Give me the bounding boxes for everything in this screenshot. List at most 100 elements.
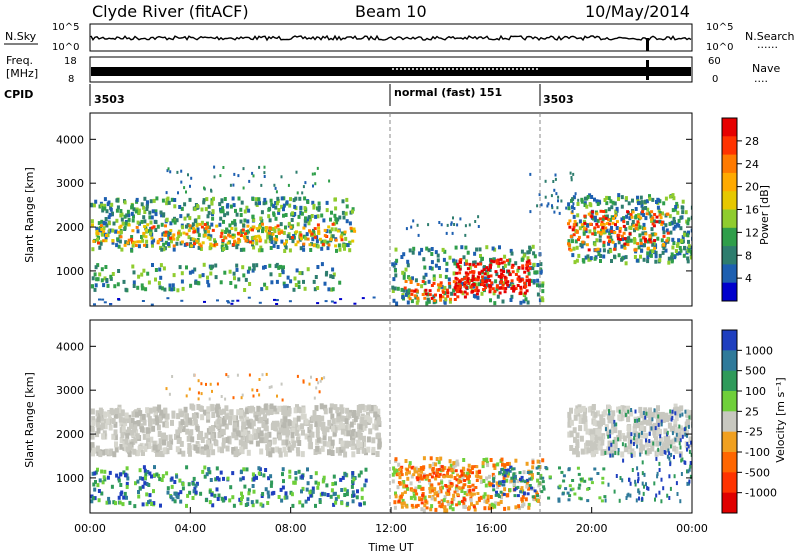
echo-cell <box>291 503 295 508</box>
echo-cell <box>636 437 641 444</box>
colorbar-swatch <box>722 330 737 351</box>
echo-cell <box>345 489 349 494</box>
echo-cell <box>636 418 639 423</box>
echo-cell <box>412 488 416 492</box>
echo-cell <box>161 474 165 479</box>
echo-cell <box>578 483 582 487</box>
echo-cell <box>470 492 474 497</box>
echo-cell <box>185 232 189 236</box>
echo-cell <box>535 490 539 495</box>
echo-cell <box>678 441 681 446</box>
echo-cell <box>652 422 657 429</box>
echo-cell <box>622 216 626 221</box>
freq-label-line2: [MHz] <box>6 67 38 80</box>
echo-cell <box>193 240 197 245</box>
echo-cell <box>111 228 115 233</box>
echo-cell <box>465 262 469 266</box>
echo-cell <box>270 480 274 485</box>
echo-cell <box>581 405 586 412</box>
power-colorbar-label: Power [dB] <box>758 185 771 245</box>
echo-cell <box>290 218 294 222</box>
echo-cell <box>107 215 111 220</box>
cpid-segment-3: 3503 <box>543 93 574 106</box>
echo-cell <box>590 195 594 199</box>
echo-cell <box>578 418 583 424</box>
echo-cell <box>527 271 531 276</box>
echo-cell <box>232 203 236 208</box>
echo-cell <box>173 218 177 223</box>
echo-cell <box>150 215 154 220</box>
echo-cell <box>471 277 475 281</box>
echo-cell <box>169 236 173 240</box>
echo-cell <box>349 226 353 230</box>
echo-cell <box>391 479 395 484</box>
echo-cell <box>124 473 127 478</box>
echo-cell <box>423 495 427 500</box>
echo-cell <box>320 246 324 251</box>
echo-cell <box>146 223 150 227</box>
echo-cell <box>490 259 494 263</box>
echo-cell <box>399 470 403 473</box>
echo-cell <box>339 477 343 482</box>
echo-cell <box>656 205 660 210</box>
echo-cell <box>142 233 146 238</box>
echo-cell <box>109 274 113 279</box>
echo-cell <box>207 204 211 209</box>
echo-cell <box>275 420 280 427</box>
echo-cell <box>167 200 171 205</box>
colorbar-swatch <box>722 118 737 137</box>
echo-cell <box>638 490 641 495</box>
echo-cell <box>266 409 270 416</box>
echo-cell <box>160 478 164 482</box>
echo-cell <box>246 219 250 224</box>
echo-cell <box>228 234 232 238</box>
echo-cell <box>150 474 153 479</box>
echo-cell <box>356 448 361 454</box>
echo-cell <box>609 199 613 204</box>
echo-cell <box>322 440 327 447</box>
echo-cell <box>460 277 464 281</box>
echo-cell <box>199 244 203 248</box>
echo-cell <box>491 246 495 251</box>
echo-cell <box>271 232 275 236</box>
echo-cell <box>225 246 229 250</box>
echo-cell <box>344 440 349 447</box>
echo-cell <box>326 246 330 251</box>
echo-cell <box>155 196 159 201</box>
echo-cell <box>483 506 487 511</box>
echo-cell <box>536 283 539 288</box>
echo-cell <box>334 227 338 232</box>
echo-cell <box>101 449 105 456</box>
echo-cell <box>642 236 646 240</box>
echo-cell <box>633 433 636 438</box>
echo-cell <box>131 264 135 269</box>
echo-cell <box>267 431 272 438</box>
echo-cell <box>432 281 436 285</box>
echo-cell <box>327 419 332 426</box>
echo-cell <box>175 474 179 479</box>
echo-cell <box>150 226 154 230</box>
echo-cell <box>150 502 154 506</box>
echo-cell <box>351 207 355 212</box>
echo-cell <box>688 479 691 484</box>
echo-cell <box>442 506 446 509</box>
echo-cell <box>464 245 468 250</box>
echo-cell <box>257 466 261 471</box>
echo-cell <box>432 462 436 466</box>
echo-cell <box>392 298 396 303</box>
echo-cell <box>539 476 543 480</box>
echo-cell <box>356 489 359 494</box>
echo-cell <box>298 231 302 236</box>
echo-cell <box>255 475 258 480</box>
echo-cell <box>282 446 287 453</box>
echo-cell <box>185 224 188 229</box>
echo-cell <box>569 248 573 252</box>
echo-cell <box>114 501 117 506</box>
echo-cell <box>487 268 490 272</box>
echo-cell <box>449 482 453 485</box>
echo-cell <box>536 292 540 297</box>
echo-cell <box>133 437 138 444</box>
echo-cell <box>209 242 213 246</box>
echo-cell <box>573 436 577 443</box>
echo-cell <box>690 228 692 233</box>
